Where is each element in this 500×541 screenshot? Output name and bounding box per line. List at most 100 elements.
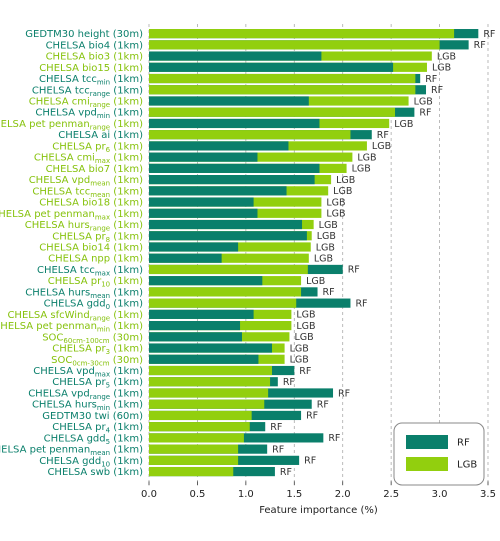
x-tick-label: 3.5 (480, 489, 496, 500)
bar-lgb (149, 287, 302, 297)
y-tick-label: CHELSA pet penmanmax (1km) (0, 209, 143, 222)
bar-lgb (149, 422, 250, 432)
legend: RF LGB (393, 422, 485, 486)
bar-rf (149, 231, 307, 241)
y-tick-label: CHELSA vpdmean (1km) (29, 175, 143, 188)
bar-model-tag: LGB (296, 321, 315, 332)
bar-lgb (149, 455, 239, 465)
y-tick-label: CHELSA gdd5 (1km) (44, 433, 143, 446)
bar-rf (149, 141, 289, 151)
x-tick-label: 0.0 (141, 489, 157, 500)
bar-model-tag: LGB (333, 186, 352, 197)
bar-model-tag: LGB (317, 231, 336, 242)
y-tick-label: CHELSA pr10 (1km) (48, 276, 143, 289)
y-tick-label: CHELSA sfcWindrange (1km) (7, 310, 143, 323)
bar-lgb (149, 107, 396, 117)
y-tick-label: CHELSA cmirange (1km) (29, 96, 143, 109)
y-tick-label: CHELSA pr8 (1km) (52, 231, 143, 244)
y-tick-label: CHELSA bio3 (1km) (46, 52, 144, 63)
bar-lgb (149, 466, 234, 477)
bar-model-tag: RF (317, 400, 329, 411)
bar-model-tag: LGB (316, 242, 335, 253)
legend-swatch-lgb (406, 457, 448, 471)
bar-rf (149, 163, 320, 173)
bar-model-tag: LGB (336, 175, 355, 186)
bar-model-tags: RFRFLGBLGBRFRFLGBRFLGBRFLGBLGBLGBLGBLGBL… (270, 29, 495, 478)
grid-lines (148, 24, 489, 482)
bar-rf (149, 62, 394, 72)
y-tick-label: CHELSA pet penmanmean (1km) (0, 445, 143, 458)
bar-rf (149, 320, 241, 331)
y-tick-label: CHELSA pr3 (1km) (52, 344, 143, 357)
y-tick-label: CHELSA hursmean (1km) (25, 287, 143, 300)
bar-model-tag: RF (348, 265, 360, 276)
bar-model-tag: RF (355, 298, 367, 309)
bar-model-tag: RF (474, 40, 486, 51)
bar-model-tag: LGB (432, 63, 451, 74)
bar-rf (149, 208, 258, 218)
bar-model-tag: RF (299, 366, 311, 377)
bar-lgb (149, 298, 297, 308)
bar-model-tag: LGB (326, 197, 345, 208)
bar-rf (149, 253, 222, 263)
y-axis-labels: GEDTM30 height (30m)CHELSA bio4 (1km)CHE… (0, 29, 143, 478)
bar-rf (149, 309, 254, 319)
bar-model-tag: RF (377, 130, 389, 141)
bar-lgb (149, 365, 273, 376)
bar-model-tag: LGB (296, 310, 315, 321)
y-tick-label: CHELSA tccmean (1km) (32, 186, 143, 199)
y-tick-label: CHELSA pr5 (1km) (52, 377, 143, 390)
bar-rf (149, 276, 263, 286)
bar-lgb (149, 85, 416, 95)
bar-lgb (149, 73, 416, 84)
y-tick-label: SOC0cm-30cm (30m) (51, 355, 143, 368)
bar-lgb (149, 410, 252, 421)
y-tick-label: CHELSA tccrange (1km) (32, 85, 143, 98)
y-tick-label: CHELSA vpdmax (1km) (33, 366, 143, 379)
legend-swatch-rf (406, 435, 448, 449)
bar-rf (149, 354, 259, 364)
legend-label-lgb: LGB (457, 460, 477, 471)
y-tick-label: CHELSA pet penmanmin (1km) (0, 321, 143, 334)
y-tick-label: CHELSA swb (1km) (47, 467, 143, 478)
bar-model-tag: RF (425, 74, 437, 85)
x-tick-label: 1.5 (286, 489, 302, 500)
bar-model-tag: RF (270, 422, 282, 433)
x-axis-title: Feature importance (%) (259, 505, 378, 516)
x-axis: 0.0 0.5 1.0 1.5 2.0 2.5 3.0 3.5 (141, 481, 496, 500)
bar-model-tag: LGB (352, 164, 371, 175)
bar-model-tag: RF (338, 388, 350, 399)
y-tick-label: CHELSA vpdmin (1km) (35, 108, 143, 121)
bar-lgb (149, 29, 455, 39)
legend-label-rf: RF (457, 438, 470, 449)
bar-lgb (149, 377, 271, 387)
bar-model-tag: LGB (357, 152, 376, 163)
bar-model-tag: LGB (290, 355, 309, 366)
bar-rf (149, 51, 322, 61)
y-tick-label: CHELSA gdd10 (1km) (39, 456, 143, 469)
bar-model-tag: LGB (394, 119, 413, 130)
x-tick-label: 3.0 (432, 489, 448, 500)
bar-rf (149, 343, 273, 353)
bars (149, 29, 479, 477)
y-tick-label: CHELSA hursmin (1km) (32, 400, 143, 413)
bar-lgb (149, 253, 309, 263)
bar-model-tag: LGB (437, 51, 456, 62)
y-tick-label: CHELSA tccmax (1km) (37, 265, 143, 278)
y-tick-label: CHELSA bio7 (1km) (46, 164, 144, 175)
bar-model-tag: LGB (414, 96, 433, 107)
bar-model-tag: RF (483, 29, 495, 40)
x-tick-label: 2.5 (383, 489, 399, 500)
y-tick-label: CHELSA vpdrange (1km) (28, 388, 143, 401)
bar-model-tag: RF (431, 85, 443, 96)
bar-lgb (149, 433, 244, 443)
bar-model-tag: RF (280, 467, 292, 478)
bar-model-tag: RF (328, 433, 340, 444)
y-tick-label: CHELSA npp (1km) (48, 254, 143, 265)
y-tick-label: CHELSA ai (1km) (58, 130, 143, 141)
bar-rf (149, 96, 309, 106)
bar-model-tag: RF (272, 444, 284, 455)
bar-rf (149, 175, 315, 185)
bar-model-tag: RF (323, 287, 335, 298)
